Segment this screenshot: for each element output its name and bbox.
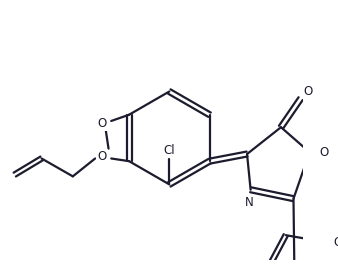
Text: O: O xyxy=(319,146,329,159)
Text: O: O xyxy=(98,117,107,130)
Text: O: O xyxy=(303,85,312,98)
Text: O: O xyxy=(98,150,107,163)
Text: N: N xyxy=(244,196,253,209)
Text: Cl: Cl xyxy=(164,144,175,157)
Text: O: O xyxy=(333,236,338,249)
